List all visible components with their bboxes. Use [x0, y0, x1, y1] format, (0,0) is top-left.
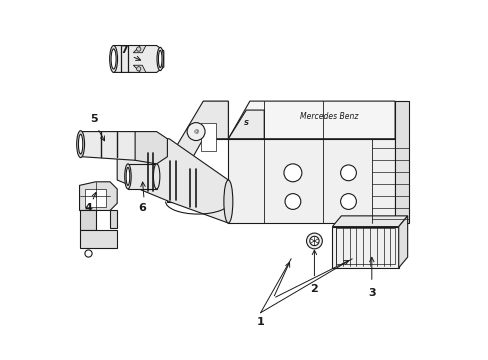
Circle shape — [136, 67, 141, 71]
Circle shape — [340, 165, 356, 181]
Text: 5: 5 — [90, 114, 98, 125]
Polygon shape — [203, 101, 228, 139]
Polygon shape — [81, 132, 145, 160]
Text: 1: 1 — [256, 317, 264, 327]
Polygon shape — [228, 101, 394, 139]
Circle shape — [306, 233, 322, 249]
Polygon shape — [169, 101, 228, 180]
Text: 3: 3 — [367, 288, 375, 298]
Polygon shape — [135, 132, 167, 164]
Text: 2: 2 — [310, 284, 318, 294]
Polygon shape — [80, 182, 117, 211]
Polygon shape — [85, 189, 106, 207]
Circle shape — [309, 236, 319, 246]
Polygon shape — [332, 226, 398, 268]
Polygon shape — [228, 110, 264, 139]
Polygon shape — [117, 139, 228, 223]
Text: @: @ — [193, 129, 199, 134]
Polygon shape — [398, 216, 407, 268]
Ellipse shape — [124, 164, 131, 189]
Circle shape — [85, 250, 92, 257]
Circle shape — [340, 194, 356, 210]
Polygon shape — [332, 216, 407, 226]
Text: 6: 6 — [138, 203, 146, 213]
Circle shape — [284, 164, 301, 182]
Polygon shape — [394, 101, 408, 223]
Ellipse shape — [158, 50, 162, 68]
Ellipse shape — [153, 164, 160, 189]
Ellipse shape — [126, 167, 129, 185]
Circle shape — [187, 123, 204, 140]
Text: S: S — [244, 120, 248, 126]
Polygon shape — [113, 45, 163, 72]
Text: 7: 7 — [120, 45, 128, 55]
Polygon shape — [80, 230, 117, 248]
Polygon shape — [201, 123, 215, 151]
Text: Mercedes Benz: Mercedes Benz — [299, 112, 357, 121]
Circle shape — [136, 47, 141, 51]
Ellipse shape — [157, 47, 163, 71]
Ellipse shape — [111, 49, 116, 69]
Polygon shape — [133, 65, 145, 72]
Polygon shape — [167, 180, 228, 202]
Ellipse shape — [77, 131, 84, 158]
Ellipse shape — [224, 180, 232, 223]
Ellipse shape — [78, 134, 82, 154]
Polygon shape — [128, 164, 156, 189]
Polygon shape — [133, 45, 145, 53]
Circle shape — [285, 194, 300, 210]
Polygon shape — [228, 139, 394, 223]
Text: 4: 4 — [84, 203, 92, 213]
Polygon shape — [80, 211, 96, 230]
Polygon shape — [110, 211, 117, 228]
Ellipse shape — [109, 45, 117, 72]
